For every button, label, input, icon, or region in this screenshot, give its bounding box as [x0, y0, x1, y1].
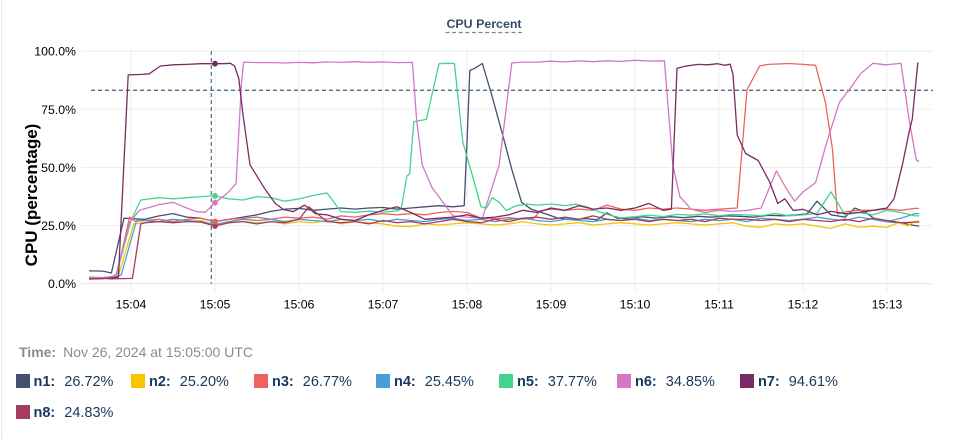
svg-text:15:06: 15:06	[284, 298, 315, 312]
svg-text:15:04: 15:04	[116, 298, 147, 312]
svg-text:15:05: 15:05	[200, 298, 231, 312]
svg-text:15:09: 15:09	[536, 298, 567, 312]
svg-text:CPU (percentage): CPU (percentage)	[22, 124, 41, 267]
svg-text:15:08: 15:08	[452, 298, 483, 312]
svg-text:15:13: 15:13	[872, 298, 903, 312]
svg-text:15:10: 15:10	[620, 298, 651, 312]
svg-text:75.0%: 75.0%	[41, 103, 76, 117]
svg-text:15:11: 15:11	[704, 298, 734, 312]
svg-text:100.0%: 100.0%	[34, 45, 76, 59]
svg-text:25.0%: 25.0%	[41, 219, 76, 233]
svg-text:0.0%: 0.0%	[48, 277, 76, 291]
svg-text:15:07: 15:07	[368, 298, 399, 312]
svg-text:50.0%: 50.0%	[41, 161, 76, 175]
svg-text:15:12: 15:12	[788, 298, 819, 312]
